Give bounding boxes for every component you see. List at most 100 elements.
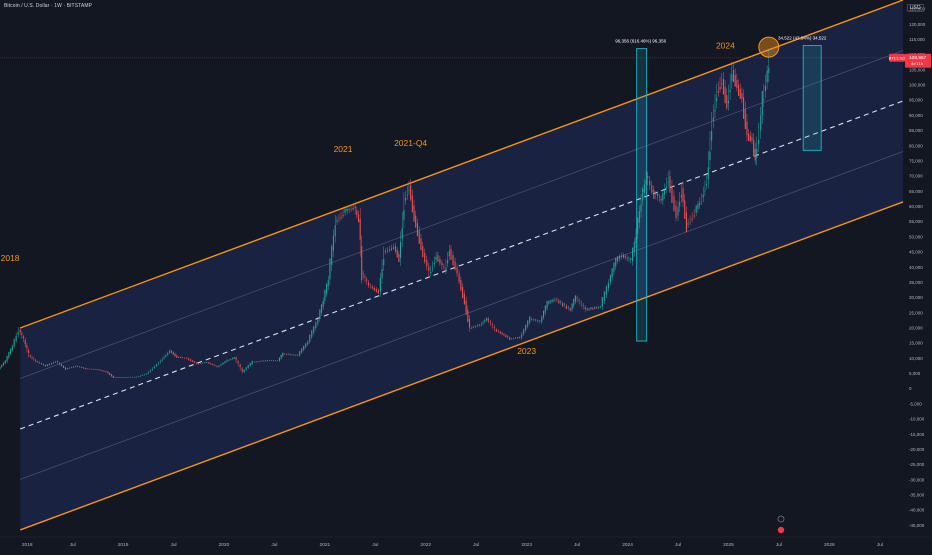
candle-body bbox=[622, 255, 625, 258]
candle-body bbox=[739, 89, 741, 99]
candle-body bbox=[736, 79, 738, 88]
candle-body bbox=[377, 290, 379, 294]
candle-body bbox=[552, 299, 554, 302]
candle-body bbox=[721, 83, 723, 84]
candle-body bbox=[435, 256, 437, 260]
candle-body bbox=[334, 225, 336, 237]
candle-body bbox=[447, 260, 449, 264]
candle-body bbox=[291, 354, 293, 355]
candle-body bbox=[512, 338, 515, 339]
candle-body bbox=[541, 316, 543, 322]
candle-body bbox=[680, 195, 682, 198]
candle-body bbox=[371, 286, 373, 289]
candle-body bbox=[208, 362, 210, 364]
candle-body bbox=[386, 250, 388, 252]
candle-body bbox=[383, 258, 385, 266]
y-tick-label: 55,000 bbox=[909, 219, 923, 224]
candle-body bbox=[4, 360, 6, 364]
y-tick-label: 60,000 bbox=[909, 204, 923, 209]
candle-body bbox=[366, 279, 368, 281]
candle-body bbox=[149, 370, 151, 372]
y-tick-label: -15,000 bbox=[909, 432, 925, 437]
candle-body bbox=[237, 361, 239, 364]
candle-body bbox=[120, 377, 122, 379]
currency-badge[interactable]: USD bbox=[907, 4, 924, 12]
candle-body bbox=[525, 324, 527, 331]
candles-group bbox=[0, 48, 770, 379]
candle-body bbox=[470, 328, 472, 329]
candle-body bbox=[456, 267, 458, 274]
measure-2-label: 34,522 (43.94%) 34,522 bbox=[778, 36, 827, 41]
candle-body bbox=[178, 356, 180, 358]
candle-body bbox=[118, 377, 120, 378]
candle-body bbox=[408, 190, 410, 191]
candle-body bbox=[75, 366, 77, 368]
y-tick-label: -10,000 bbox=[909, 417, 925, 422]
candle-body bbox=[65, 367, 67, 370]
y-tick-label: 10,000 bbox=[909, 356, 923, 361]
candle-body bbox=[599, 306, 601, 308]
candle-body bbox=[743, 97, 745, 119]
candle-body bbox=[198, 363, 200, 365]
candle-body bbox=[693, 215, 695, 217]
x-tick-label: Jul bbox=[372, 542, 378, 548]
candle-body bbox=[476, 325, 478, 327]
candle-body bbox=[521, 334, 523, 338]
candle-body bbox=[410, 185, 412, 200]
annotation-2024: 2024 bbox=[716, 41, 735, 51]
candle-body bbox=[450, 249, 452, 260]
candle-body bbox=[6, 355, 8, 362]
candle-body bbox=[299, 351, 301, 356]
candle-body bbox=[584, 307, 586, 309]
candle-body bbox=[247, 365, 249, 369]
x-tick-label: Jul bbox=[776, 542, 782, 548]
candle-body bbox=[700, 201, 703, 202]
x-tick-label: 2018 bbox=[22, 542, 33, 548]
candle-body bbox=[2, 362, 5, 366]
candle-body bbox=[732, 69, 735, 83]
x-tick-label: Jul bbox=[473, 542, 479, 548]
candle-body bbox=[356, 210, 358, 216]
candle-body bbox=[554, 299, 556, 301]
channel-lower-line bbox=[19, 201, 904, 531]
candle-body bbox=[367, 282, 370, 286]
candle-body bbox=[24, 340, 26, 345]
candle-body bbox=[249, 362, 251, 367]
candle-body bbox=[56, 361, 59, 363]
channel-midline bbox=[19, 100, 904, 430]
candle-body bbox=[220, 364, 222, 366]
candle-body bbox=[702, 194, 704, 198]
candle-body bbox=[484, 320, 486, 322]
candle-body bbox=[243, 369, 245, 373]
candle-body bbox=[126, 377, 128, 378]
y-tick-label: 125,000 bbox=[909, 7, 926, 12]
candle-body bbox=[230, 358, 232, 360]
candle-body bbox=[373, 287, 375, 291]
candle-body bbox=[226, 359, 228, 362]
chart-title: Bitcoin / U.S. Dollar · 1W · BITSTAMP bbox=[4, 3, 93, 9]
candle-body bbox=[29, 355, 31, 357]
candle-body bbox=[569, 308, 571, 311]
candle-body bbox=[626, 257, 628, 259]
candle-body bbox=[628, 257, 630, 259]
candle-body bbox=[416, 223, 418, 237]
y-tick-label: 65,000 bbox=[909, 189, 923, 194]
candle-body bbox=[71, 367, 73, 368]
x-tick-label: 2022 bbox=[420, 542, 431, 548]
candle-body bbox=[605, 286, 607, 295]
candle-body bbox=[239, 364, 241, 368]
candle-body bbox=[392, 247, 395, 249]
measure-range-2 bbox=[802, 45, 822, 151]
candle-body bbox=[145, 373, 147, 375]
candle-body bbox=[426, 259, 428, 267]
candle-body bbox=[303, 345, 305, 350]
candle-body bbox=[439, 258, 441, 264]
candle-body bbox=[81, 367, 83, 368]
candle-body bbox=[297, 355, 299, 356]
candle-body bbox=[509, 337, 511, 340]
candle-body bbox=[346, 208, 348, 212]
candle-body bbox=[167, 352, 169, 355]
candle-body bbox=[655, 191, 657, 195]
